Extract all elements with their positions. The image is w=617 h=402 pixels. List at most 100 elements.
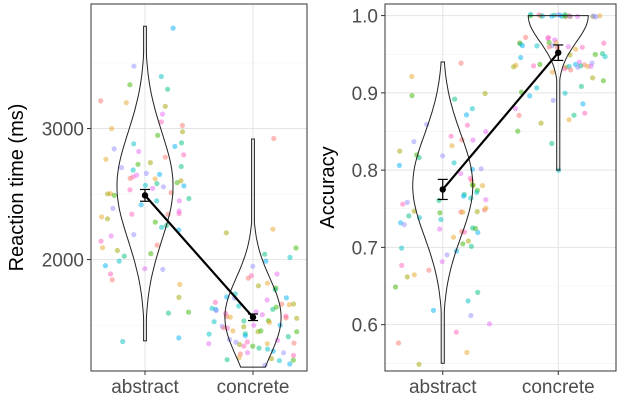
data-point [287,361,293,367]
data-point [98,238,104,244]
data-point [159,224,165,230]
data-point [523,34,529,41]
data-point [212,299,218,305]
y-tick-label: 3000 [42,120,84,141]
data-point [157,171,163,177]
violin-abstract [116,25,174,342]
plot-area [385,4,616,371]
data-point [549,69,556,75]
data-point [290,352,297,358]
violin-concrete [527,15,589,171]
data-point [174,180,180,186]
mean-point [555,49,562,56]
data-point [211,319,217,325]
data-point [179,129,186,135]
data-point [430,307,437,313]
data-point [186,309,192,315]
data-point [131,63,137,69]
data-point [108,233,114,239]
data-point [251,322,257,328]
x-tick-label: concrete [217,377,290,398]
data-point [519,43,526,49]
data-point [579,44,585,50]
data-point [474,209,480,215]
data-point [99,214,105,220]
data-point [580,101,586,107]
data-point [142,182,148,188]
mean-point [141,192,149,199]
data-point [452,96,458,102]
data-point [294,329,300,335]
data-point [294,315,300,321]
data-point [534,85,540,91]
data-point [176,294,182,300]
data-point [566,117,572,123]
data-point [546,35,552,41]
data-point [470,137,476,143]
data-point [528,11,534,17]
data-point [131,232,137,238]
data-point [469,177,475,184]
data-point [154,198,160,204]
data-point [107,271,114,277]
data-point [411,139,417,145]
data-point [460,241,466,247]
panel-border [384,3,617,372]
data-point [178,163,184,170]
data-point [224,357,230,363]
data-point [123,100,129,106]
data-point [588,63,594,69]
y-tick-label: 0.7 [352,238,378,259]
data-point [264,297,270,303]
data-point [253,309,259,315]
violin-abstract [412,61,474,364]
data-point [287,254,293,260]
data-point [562,66,568,72]
data-point [597,13,603,19]
data-point [155,132,161,138]
data-point [111,146,117,152]
mean-point [439,186,446,193]
data-point [552,37,558,43]
data-point [534,43,540,49]
data-point [546,39,552,46]
data-point [262,251,268,257]
data-point [274,271,280,277]
data-point [409,73,415,80]
data-point [601,40,607,46]
data-point [395,340,402,346]
data-point [573,46,579,52]
data-point [550,97,556,103]
y-tick-label: 0.9 [352,84,378,105]
data-point [165,310,172,316]
data-point [458,171,464,177]
data-point [554,45,561,51]
data-point [241,324,247,330]
data-point [458,60,464,66]
data-point [465,238,471,244]
panel-border [90,3,308,372]
data-point [392,284,399,290]
data-point [165,86,171,92]
data-point [592,51,598,58]
data-point [244,339,250,345]
data-point [537,61,543,67]
data-point [291,301,297,307]
data-point [276,358,282,364]
data-point [206,331,212,337]
data-point [483,197,489,203]
data-point [399,262,405,268]
data-point [114,247,120,254]
data-point [160,184,166,190]
data-point [206,341,212,347]
data-point [245,275,251,281]
data-point [293,245,299,251]
data-point [109,277,115,283]
data-point [404,274,410,280]
data-point [178,178,184,184]
data-point [582,110,588,116]
data-point [109,126,115,132]
data-point [486,321,493,327]
data-point [449,143,455,149]
